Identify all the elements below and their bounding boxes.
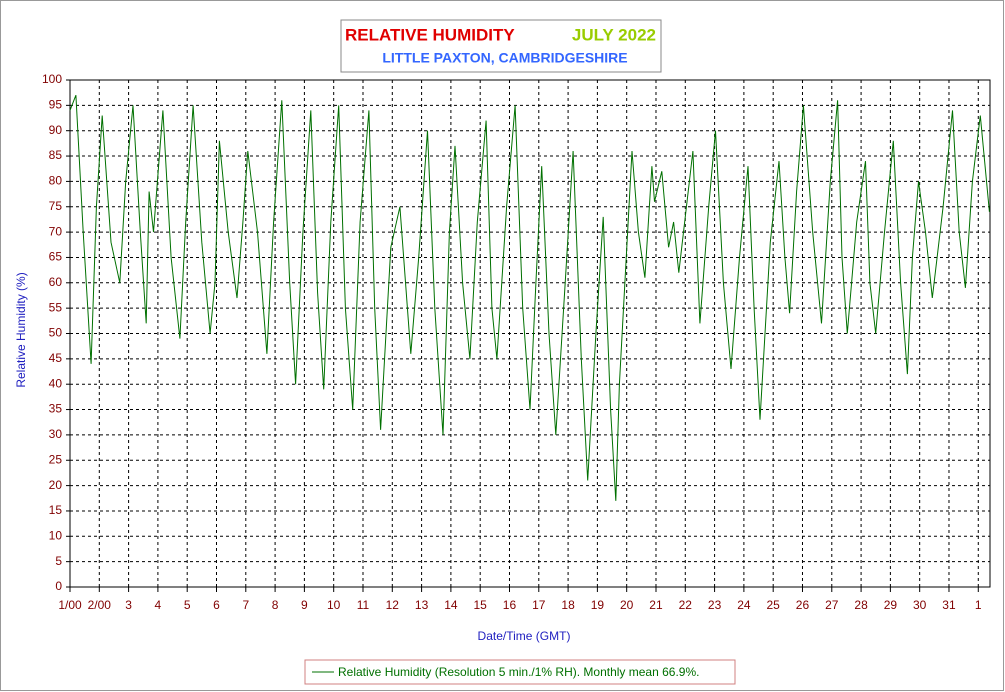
x-tick-label: 12 [386, 598, 400, 612]
y-tick-label: 5 [55, 554, 62, 568]
y-tick-label: 10 [49, 528, 63, 542]
y-tick-label: 70 [49, 224, 63, 238]
y-tick-label: 80 [49, 174, 63, 188]
x-tick-label: 1/00 [58, 598, 82, 612]
x-tick-label: 20 [620, 598, 634, 612]
y-tick-label: 65 [49, 250, 63, 264]
x-tick-label: 4 [155, 598, 162, 612]
y-tick-label: 75 [49, 199, 63, 213]
x-tick-label: 25 [767, 598, 781, 612]
x-tick-label: 16 [503, 598, 517, 612]
x-tick-label: 29 [884, 598, 898, 612]
x-tick-label: 6 [213, 598, 220, 612]
x-tick-label: 19 [591, 598, 605, 612]
y-tick-label: 90 [49, 123, 63, 137]
x-tick-label: 23 [708, 598, 722, 612]
x-tick-label: 2/00 [88, 598, 112, 612]
x-tick-label: 10 [327, 598, 341, 612]
y-tick-label: 20 [49, 478, 63, 492]
x-tick-label: 30 [913, 598, 927, 612]
x-tick-label: 8 [272, 598, 279, 612]
title-box [340, 19, 662, 73]
plot-area [69, 79, 991, 588]
y-tick-label: 85 [49, 148, 63, 162]
y-tick-label: 50 [49, 326, 63, 340]
x-tick-label: 13 [415, 598, 429, 612]
x-tick-label: 1 [975, 598, 982, 612]
y-tick-label: 60 [49, 275, 63, 289]
x-tick-label: 26 [796, 598, 810, 612]
x-tick-label: 3 [125, 598, 132, 612]
y-tick-label: 30 [49, 427, 63, 441]
legend-box [304, 659, 736, 685]
x-tick-label: 7 [242, 598, 249, 612]
y-tick-label: 40 [49, 376, 63, 390]
x-tick-label: 21 [649, 598, 663, 612]
legend-label: Relative Humidity (Resolution 5 min./1% … [338, 665, 699, 679]
chart-subtitle: LITTLE PAXTON, CAMBRIDGESHIRE [382, 50, 627, 66]
y-tick-label: 95 [49, 98, 63, 112]
y-tick-label: 0 [55, 579, 62, 593]
x-tick-label: 18 [561, 598, 575, 612]
y-tick-label: 25 [49, 452, 63, 466]
line-series [69, 95, 990, 501]
chart-title: RELATIVE HUMIDITY [345, 25, 515, 44]
x-tick-label: 9 [301, 598, 308, 612]
x-tick-label: 17 [532, 598, 546, 612]
y-tick-label: 45 [49, 351, 63, 365]
x-axis-label: Date/Time (GMT) [478, 629, 571, 643]
y-tick-label: 100 [42, 72, 62, 86]
y-tick-label: 15 [49, 503, 63, 517]
x-tick-label: 28 [854, 598, 868, 612]
x-tick-label: 11 [357, 598, 370, 612]
x-tick-label: 24 [737, 598, 751, 612]
x-tick-label: 5 [184, 598, 191, 612]
x-tick-label: 27 [825, 598, 839, 612]
y-tick-label: 35 [49, 402, 63, 416]
x-tick-label: 15 [474, 598, 488, 612]
chart-period: JULY 2022 [572, 25, 656, 44]
x-tick-label: 14 [444, 598, 458, 612]
y-tick-label: 55 [49, 300, 63, 314]
x-tick-label: 22 [679, 598, 693, 612]
y-axis-label: Relative Humidity (%) [14, 272, 28, 387]
x-tick-label: 31 [942, 598, 956, 612]
